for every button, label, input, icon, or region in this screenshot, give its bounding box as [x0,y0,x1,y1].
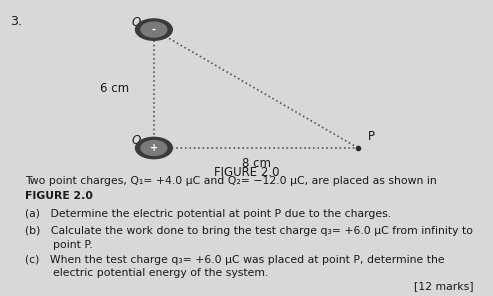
Text: (b)   Calculate the work done to bring the test charge q₃= +6.0 μC from infinity: (b) Calculate the work done to bring the… [25,226,473,237]
Text: FIGURE 2.0: FIGURE 2.0 [25,191,93,201]
Text: -: - [152,25,156,35]
Text: Q₁: Q₁ [132,134,146,147]
Text: 8 cm: 8 cm [242,157,271,170]
Text: point P.: point P. [25,240,92,250]
Text: FIGURE 2.0: FIGURE 2.0 [214,166,279,179]
Text: 6 cm: 6 cm [100,82,129,95]
Text: [12 marks]: [12 marks] [414,281,473,291]
Text: 3.: 3. [10,15,22,28]
Circle shape [136,19,172,40]
Text: electric potential energy of the system.: electric potential energy of the system. [25,268,268,278]
Text: +: + [150,143,158,153]
Circle shape [136,137,172,159]
Circle shape [141,22,167,37]
Circle shape [141,141,167,155]
Text: Two point charges, Q₁= +4.0 μC and Q₂= −12.0 μC, are placed as shown in: Two point charges, Q₁= +4.0 μC and Q₂= −… [25,176,436,186]
Text: P: P [368,130,375,143]
Text: (a)   Determine the electric potential at point P due to the charges.: (a) Determine the electric potential at … [25,209,391,219]
Text: Q₂: Q₂ [132,15,146,28]
Text: (c)   When the test charge q₃= +6.0 μC was placed at point P, determine the: (c) When the test charge q₃= +6.0 μC was… [25,255,444,265]
